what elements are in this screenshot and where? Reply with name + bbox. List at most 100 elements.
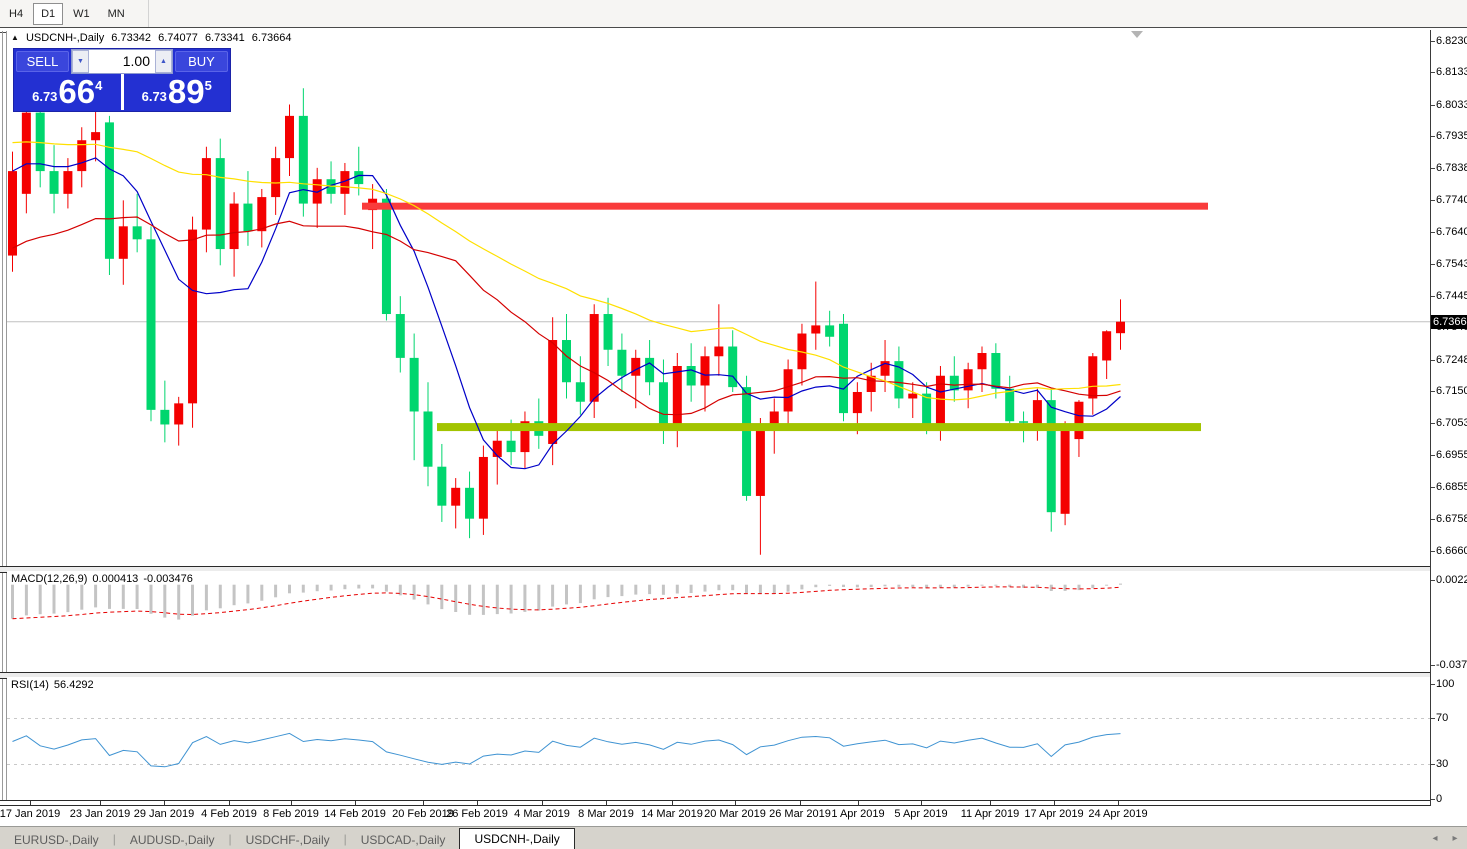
- volume-decrease-button[interactable]: ▼: [72, 50, 89, 73]
- macd-axis-min: -0.037368: [1431, 659, 1467, 672]
- timeframe-button-H4[interactable]: H4: [9, 7, 24, 20]
- date-label: 14 Feb 2019: [324, 808, 386, 820]
- macd-plot[interactable]: [7, 571, 1430, 672]
- toolbar-separator: [147, 0, 149, 27]
- volume-stepper: ▼ 1.00 ▲: [71, 49, 173, 74]
- date-tick: [606, 801, 607, 806]
- date-tick: [423, 801, 424, 806]
- tab-scroll-left-icon[interactable]: ◂: [1432, 832, 1438, 844]
- date-tick: [477, 801, 478, 806]
- one-click-trading-panel: SELL ▼ 1.00 ▲ BUY 6.73 66 4: [14, 49, 230, 111]
- chevron-up-icon: ▲: [160, 58, 167, 65]
- date-label: 26 Mar 2019: [769, 808, 831, 820]
- price-tick: 6.74455: [1431, 290, 1467, 303]
- chart-bottom-border: [0, 800, 1430, 806]
- current-price-badge: 6.73664: [1431, 315, 1467, 329]
- price-tick: 6.71505: [1431, 385, 1467, 398]
- date-label: 14 Mar 2019: [641, 808, 703, 820]
- date-tick: [990, 801, 991, 806]
- ohlc-low: 6.73341: [204, 32, 245, 44]
- medium-ma: [12, 216, 1121, 416]
- chart-tab-EURUSD[interactable]: EURUSD-,Daily: [14, 833, 99, 847]
- date-label: 26 Feb 2019: [446, 808, 508, 820]
- chart-tab-USDCNH[interactable]: USDCNH-,Daily: [459, 828, 575, 849]
- price-tick: 6.70530: [1431, 417, 1467, 430]
- rsi-label: RSI(14) 56.4292: [11, 679, 94, 691]
- tab-divider: |: [343, 831, 347, 846]
- rsi-axis-100: 100: [1431, 678, 1467, 691]
- timeframe-button-W1[interactable]: W1: [73, 7, 90, 20]
- chart-tab-bar: EURUSD-,Daily | AUDUSD-,Daily | USDCHF-,Dail…: [0, 826, 1467, 849]
- price-tick: 6.77405: [1431, 194, 1467, 207]
- volume-input[interactable]: 1.00: [122, 53, 150, 69]
- tab-scroll-right-icon[interactable]: ▸: [1452, 832, 1458, 844]
- date-tick: [100, 801, 101, 806]
- date-label: 4 Mar 2019: [514, 808, 570, 820]
- date-label: 23 Jan 2019: [69, 808, 131, 820]
- sell-price-display[interactable]: 6.73 66 4: [32, 73, 103, 110]
- date-tick: [672, 801, 673, 806]
- trade-panel-divider: [120, 74, 124, 110]
- price-tick: 6.66605: [1431, 545, 1467, 558]
- buy-price-display[interactable]: 6.73 89 5: [141, 73, 212, 110]
- price-tick: 6.68555: [1431, 481, 1467, 494]
- date-label: 8 Feb 2019: [263, 808, 319, 820]
- ohlc-open: 6.73342: [111, 32, 152, 44]
- date-label: 4 Feb 2019: [201, 808, 257, 820]
- date-tick: [30, 801, 31, 806]
- rsi-axis-30: 30: [1431, 758, 1467, 771]
- chart-tab-AUDUSD[interactable]: AUDUSD-,Daily: [129, 833, 215, 847]
- date-tick: [291, 801, 292, 806]
- price-tick: 6.80330: [1431, 99, 1467, 112]
- date-label: 11 Apr 2019: [960, 808, 1020, 820]
- chart-symbol-label: USDCNH-,Daily: [25, 32, 105, 44]
- macd-label: MACD(12,26,9) 0.000413 -0.003476: [11, 573, 193, 585]
- price-chart-canvas[interactable]: ▲ USDCNH-,Daily 6.73342 6.74077 6.73341 …: [7, 30, 1430, 566]
- date-tick: [1054, 801, 1055, 806]
- ohlc-high: 6.74077: [158, 32, 198, 44]
- rsi-plot[interactable]: [7, 677, 1430, 800]
- chart-collapse-icon[interactable]: ▲: [11, 33, 19, 42]
- timeframe-button-MN[interactable]: MN: [107, 7, 125, 20]
- price-tick: 6.69555: [1431, 449, 1467, 462]
- date-tick: [800, 801, 801, 806]
- resistance-band[interactable]: [362, 202, 1208, 210]
- candles: [8, 88, 1125, 555]
- date-tick: [735, 801, 736, 806]
- macd-indicator-panel[interactable]: MACD(12,26,9) 0.000413 -0.003476: [7, 571, 1430, 672]
- date-tick: [542, 801, 543, 806]
- rsi-indicator-panel[interactable]: RSI(14) 56.4292: [7, 677, 1430, 800]
- date-axis[interactable]: 17 Jan 2019 23 Jan 2019 29 Jan 2019 4 Feb 2…: [0, 801, 1430, 826]
- tab-divider: |: [112, 831, 116, 846]
- candlestick-plot[interactable]: [7, 30, 1430, 566]
- date-label: 17 Jan 2019: [0, 808, 61, 820]
- chart-tab-USDCHF[interactable]: USDCHF-,Daily: [245, 833, 330, 847]
- rsi-axis-0: 0: [1431, 793, 1467, 806]
- price-axis[interactable]: 6.82305 6.81330 6.80330 6.79355 6.78380 6.774…: [1430, 30, 1467, 806]
- timeframe-toolbar: H4 D1 W1 MN: [0, 0, 1467, 28]
- date-label: 8 Mar 2019: [578, 808, 634, 820]
- rsi-line: [12, 732, 1121, 768]
- chevron-down-icon: ▼: [77, 58, 84, 65]
- price-tick: 6.82305: [1431, 35, 1467, 48]
- chart-tab-USDCAD[interactable]: USDCAD-,Daily: [360, 833, 446, 847]
- date-tick: [858, 801, 859, 806]
- date-label: 29 Jan 2019: [133, 808, 195, 820]
- chart-shift-marker[interactable]: [1131, 31, 1143, 38]
- buy-button[interactable]: BUY: [175, 51, 228, 72]
- sell-button[interactable]: SELL: [16, 51, 69, 72]
- price-tick: 6.75430: [1431, 258, 1467, 271]
- volume-increase-button[interactable]: ▲: [155, 50, 172, 73]
- macd-axis-max: 0.002212: [1431, 574, 1467, 587]
- date-tick: [355, 801, 356, 806]
- slow-ma: [12, 141, 1121, 401]
- date-label: 24 Apr 2019: [1088, 808, 1148, 820]
- rsi-axis-70: 70: [1431, 712, 1467, 725]
- date-tick: [229, 801, 230, 806]
- timeframe-button-D1[interactable]: D1: [33, 2, 64, 25]
- tab-divider: |: [228, 831, 232, 846]
- support-band[interactable]: [437, 423, 1201, 432]
- price-tick: 6.79355: [1431, 130, 1467, 143]
- date-label: 17 Apr 2019: [1024, 808, 1084, 820]
